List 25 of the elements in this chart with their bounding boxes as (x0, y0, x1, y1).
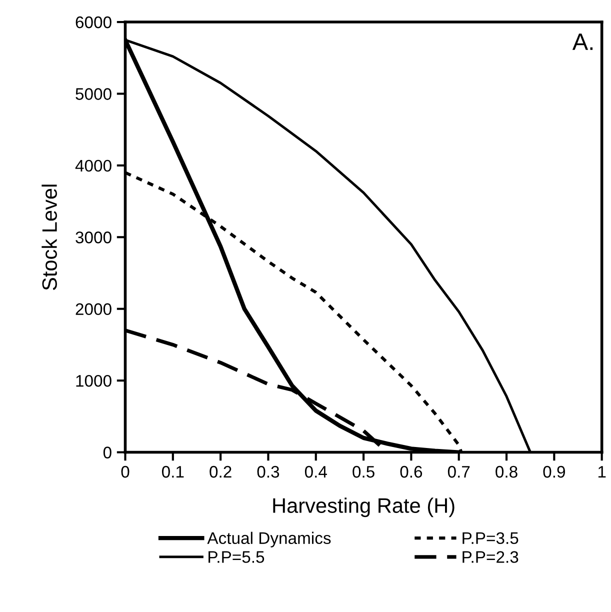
legend-label: P.P=3.5 (462, 532, 518, 544)
x-tick-label: 0.7 (448, 466, 470, 478)
x-tick-label: 0 (121, 466, 130, 478)
y-axis-title: Stock Level (42, 184, 57, 290)
x-tick-label: 1 (598, 466, 606, 478)
x-tick-label: 0.6 (400, 466, 422, 478)
annotation: A. (572, 34, 593, 50)
legend-label: P.P=2.3 (462, 551, 518, 563)
legend-label: Actual Dynamics (207, 532, 331, 548)
y-tick-label: 0 (103, 446, 112, 458)
legend-label: P.P=5.5 (208, 551, 264, 563)
y-tick-label: 4000 (75, 160, 112, 172)
x-tick-label: 0.3 (257, 466, 280, 478)
y-tick-label: 6000 (76, 16, 112, 28)
x-tick-label: 0.2 (210, 466, 232, 478)
x-tick-label: 0.9 (543, 466, 565, 478)
x-tick-label: 0.5 (352, 466, 374, 478)
y-tick-label: 5000 (76, 88, 112, 100)
x-tick-label: 0.8 (496, 466, 518, 478)
y-tick-label: 2000 (76, 303, 112, 316)
x-tick-label: 0.1 (162, 466, 184, 478)
x-axis-title: Harvesting Rate (H) (273, 498, 454, 518)
y-tick-label: 1000 (76, 374, 112, 387)
x-tick-label: 0.4 (304, 466, 327, 478)
y-tick-label: 3000 (76, 232, 112, 244)
